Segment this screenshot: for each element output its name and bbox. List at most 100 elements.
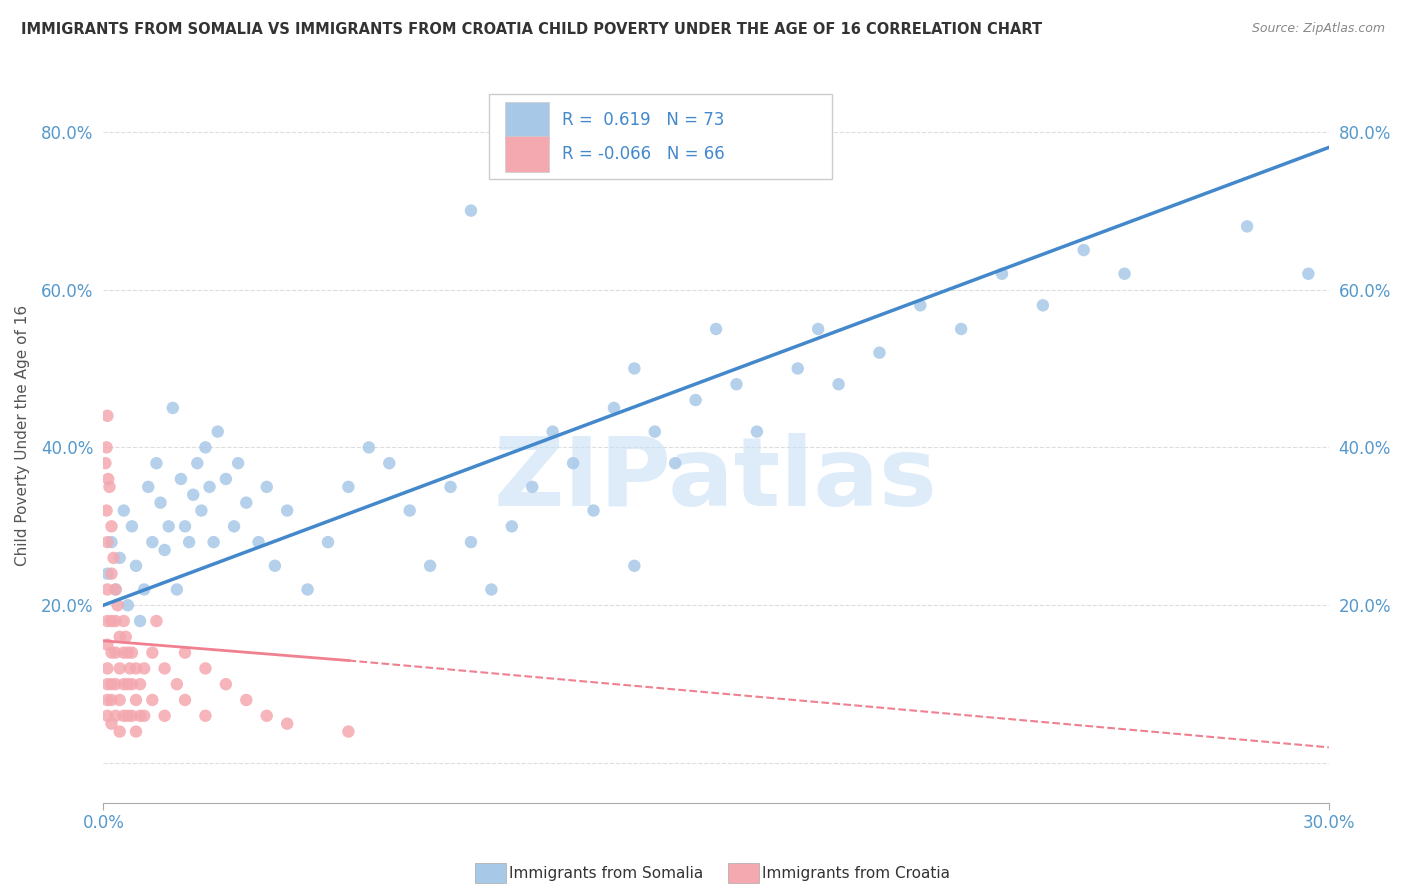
Point	[104, 677, 127, 691]
Point	[166, 582, 188, 597]
Point	[125, 558, 148, 573]
Point	[96, 708, 118, 723]
Point	[121, 708, 143, 723]
Text: Immigrants from Croatia: Immigrants from Croatia	[762, 866, 950, 880]
Point	[991, 267, 1014, 281]
Point	[194, 708, 217, 723]
Point	[121, 677, 143, 691]
Point	[623, 558, 645, 573]
Point	[807, 322, 830, 336]
Point	[141, 693, 163, 707]
Point	[1032, 298, 1054, 312]
Point	[194, 441, 217, 455]
Point	[117, 646, 139, 660]
Point	[186, 456, 208, 470]
Point	[357, 441, 380, 455]
Point	[910, 298, 932, 312]
Point	[96, 566, 118, 581]
Point	[582, 503, 605, 517]
Text: Immigrants from Somalia: Immigrants from Somalia	[509, 866, 703, 880]
Point	[100, 614, 122, 628]
Point	[104, 708, 127, 723]
Point	[215, 677, 238, 691]
Point	[378, 456, 401, 470]
Point	[100, 646, 122, 660]
Point	[664, 456, 686, 470]
Point	[96, 677, 118, 691]
Point	[460, 203, 482, 218]
Point	[104, 582, 127, 597]
Point	[145, 456, 167, 470]
Point	[134, 582, 156, 597]
Point	[207, 425, 229, 439]
Point	[868, 345, 890, 359]
Point	[685, 392, 707, 407]
Point	[97, 472, 120, 486]
Point	[104, 646, 127, 660]
Point	[745, 425, 768, 439]
Y-axis label: Child Poverty Under the Age of 16: Child Poverty Under the Age of 16	[15, 305, 30, 566]
Point	[522, 480, 544, 494]
Point	[198, 480, 221, 494]
Point	[153, 708, 176, 723]
Point	[96, 582, 118, 597]
Point	[104, 582, 127, 597]
Point	[501, 519, 523, 533]
Point	[100, 519, 122, 533]
Point	[136, 480, 159, 494]
Point	[222, 519, 245, 533]
Point	[96, 693, 118, 707]
Point	[134, 661, 156, 675]
Point	[226, 456, 249, 470]
Point	[181, 488, 204, 502]
Point	[704, 322, 727, 336]
Point	[174, 693, 197, 707]
Point	[117, 677, 139, 691]
Point	[100, 693, 122, 707]
FancyBboxPatch shape	[505, 136, 550, 172]
Point	[460, 535, 482, 549]
Point	[112, 646, 135, 660]
Text: IMMIGRANTS FROM SOMALIA VS IMMIGRANTS FROM CROATIA CHILD POVERTY UNDER THE AGE O: IMMIGRANTS FROM SOMALIA VS IMMIGRANTS FR…	[21, 22, 1042, 37]
Point	[100, 535, 122, 549]
Point	[94, 456, 117, 470]
Point	[337, 480, 360, 494]
Point	[100, 716, 122, 731]
Point	[121, 646, 143, 660]
Point	[96, 409, 118, 423]
Point	[170, 472, 193, 486]
Point	[235, 693, 257, 707]
Point	[117, 599, 139, 613]
Point	[112, 677, 135, 691]
Point	[419, 558, 441, 573]
Point	[153, 543, 176, 558]
Point	[96, 638, 118, 652]
Point	[108, 630, 131, 644]
Point	[134, 708, 156, 723]
Point	[104, 614, 127, 628]
Point	[108, 724, 131, 739]
Point	[125, 724, 148, 739]
Point	[1114, 267, 1136, 281]
FancyBboxPatch shape	[489, 95, 832, 178]
FancyBboxPatch shape	[505, 102, 550, 138]
Point	[316, 535, 339, 549]
Point	[121, 519, 143, 533]
Point	[96, 661, 118, 675]
Point	[256, 480, 278, 494]
Point	[1236, 219, 1258, 234]
Point	[950, 322, 973, 336]
Point	[96, 614, 118, 628]
Point	[108, 693, 131, 707]
Point	[129, 614, 152, 628]
Point	[100, 566, 122, 581]
Point	[264, 558, 287, 573]
Point	[439, 480, 461, 494]
Point	[215, 472, 238, 486]
Point	[337, 724, 360, 739]
Point	[541, 425, 564, 439]
Point	[153, 661, 176, 675]
Point	[103, 550, 125, 565]
Point	[179, 535, 201, 549]
Point	[623, 361, 645, 376]
